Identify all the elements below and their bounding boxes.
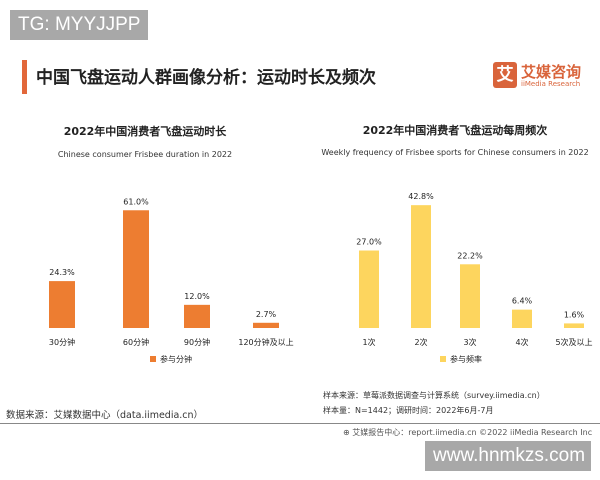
globe-icon: ⊕ [343, 428, 353, 437]
logo-text: 艾媒咨询 [521, 63, 582, 81]
category-label: 30分钟 [49, 337, 75, 347]
data-label: 12.0% [184, 292, 210, 301]
chart2-subtitle: Weekly frequency of Frisbee sports for C… [321, 148, 589, 157]
legend-swatch [150, 356, 156, 362]
category-label: 1次 [362, 337, 375, 347]
sample-size: 样本量：N=1442；调研时间：2022年6月-7月 [323, 406, 494, 415]
data-label: 2.7% [256, 310, 277, 319]
legend-label: 参与分钟 [160, 354, 192, 364]
watermark-top: TG: MYYJJPP [10, 10, 149, 40]
watermark-bottom: www.hnmkzs.com [425, 441, 591, 471]
category-label: 2次 [414, 337, 427, 347]
category-label: 60分钟 [123, 337, 149, 347]
footer-divider [0, 423, 600, 424]
category-label: 90分钟 [184, 337, 210, 347]
page-title: 中国飞盘运动人群画像分析：运动时长及频次 [36, 68, 376, 88]
chart2-title: 2022年中国消费者飞盘运动每周频次 [362, 124, 548, 137]
chart1-subtitle: Chinese consumer Frisbee duration in 202… [57, 150, 233, 159]
category-label: 3次 [463, 337, 476, 347]
logo-icon: 艾 [493, 62, 517, 88]
category-label: 4次 [515, 337, 528, 347]
title-accent-bar [22, 60, 27, 94]
data-label: 6.4% [512, 297, 533, 306]
category-label: 120分钟及以上 [238, 337, 293, 347]
data-label: 42.8% [408, 192, 434, 201]
legend-swatch [440, 356, 446, 362]
bar-2-1 [411, 205, 431, 328]
legend-label: 参与频率 [450, 354, 482, 364]
data-label: 27.0% [356, 238, 382, 247]
bar-1-1 [123, 210, 149, 328]
report-center-text: 艾媒报告中心：report.iimedia.cn ©2022 iiMedia R… [352, 428, 593, 437]
bar-1-2 [184, 304, 210, 328]
data-label: 61.0% [123, 197, 149, 206]
bar-1-3 [253, 322, 279, 328]
sample-source: 样本来源：草莓派数据调查与计算系统（survey.iimedia.cn） [323, 391, 545, 400]
data-label: 22.2% [457, 251, 483, 260]
data-source: 数据来源：艾媒数据中心（data.iimedia.cn） [6, 410, 204, 421]
data-label: 1.6% [564, 310, 585, 319]
chart1-title: 2022年中国消费者飞盘运动时长 [63, 125, 227, 138]
bar-2-4 [564, 323, 584, 328]
bar-2-0 [359, 250, 379, 328]
report-center: ⊕ 艾媒报告中心：report.iimedia.cn ©2022 iiMedia… [343, 427, 592, 438]
data-label: 24.3% [49, 268, 75, 277]
bar-2-3 [512, 309, 532, 328]
bar-1-0 [49, 281, 75, 328]
category-label: 5次及以上 [555, 337, 592, 347]
bar-2-2 [460, 264, 480, 328]
logo-subtext: iiMedia Research [521, 80, 581, 88]
